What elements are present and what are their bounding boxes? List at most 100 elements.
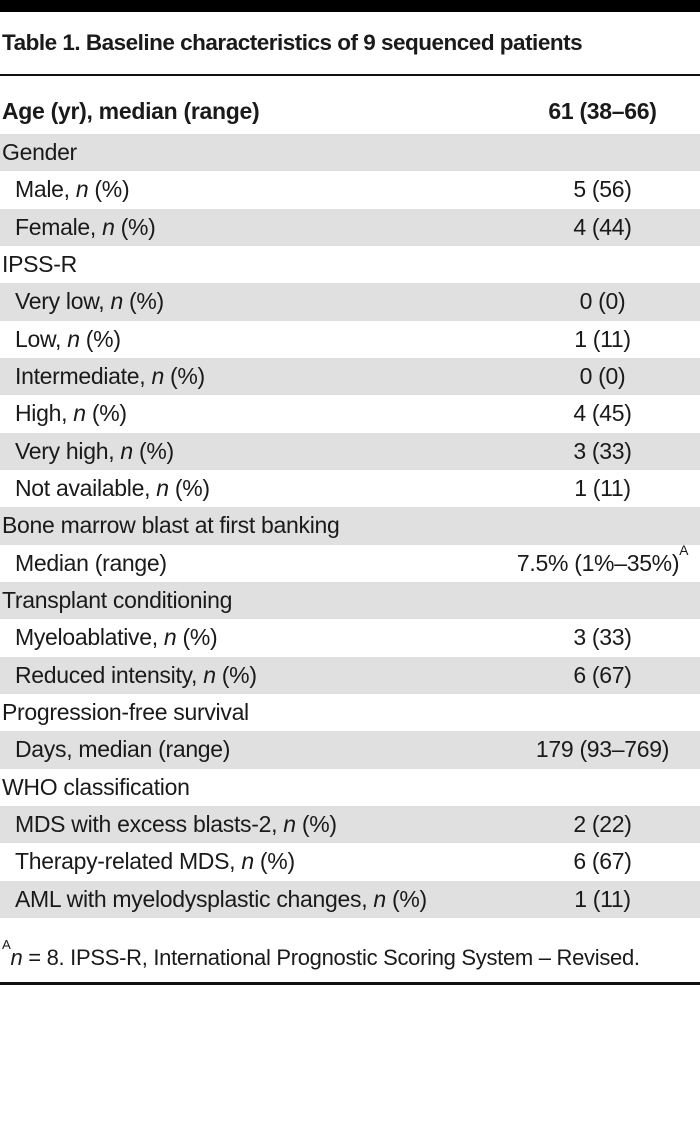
row-label-text: Intermediate, [15, 363, 152, 390]
row-label: Female, n (%) [0, 214, 505, 241]
table-row: Male, n (%) 5 (56) [0, 171, 700, 208]
table-row: Intermediate, n (%) 0 (0) [0, 357, 700, 396]
row-value: 3 (33) [505, 624, 700, 651]
row-label-suffix: (%) [168, 475, 210, 502]
row-label: Progression-free survival [0, 699, 505, 726]
row-value-text: 6 (67) [573, 848, 632, 875]
row-label: Median (range) [0, 550, 505, 577]
row-value-superscript: A [679, 542, 689, 558]
row-value-text: 1 (11) [574, 475, 631, 502]
table-row: Very high, n (%) 3 (33) [0, 432, 700, 470]
row-value-text: 4 (44) [573, 213, 632, 240]
row-value-text: 1 (11) [574, 885, 631, 912]
row-label: Very low, n (%) [0, 288, 505, 315]
row-value: 61 (38–66) [505, 98, 700, 125]
row-label-n-symbol: n [102, 213, 115, 240]
row-label-text: WHO classification [2, 773, 190, 800]
footnote-marker: A [2, 937, 11, 953]
table-row: Therapy-related MDS, n (%) 6 (67) [0, 843, 700, 880]
table-row: Bone marrow blast at first banking [0, 507, 700, 545]
row-label: High, n (%) [0, 400, 505, 427]
row-label-suffix: (%) [385, 885, 427, 912]
row-label-n-symbol: n [373, 885, 386, 912]
row-label-text: AML with myelodysplastic changes, [15, 885, 374, 912]
row-value: 1 (11) [505, 475, 700, 502]
table-row: Reduced intensity, n (%) 6 (67) [0, 656, 700, 694]
row-label-n-symbol: n [110, 288, 123, 315]
table-row: AML with myelodysplastic changes, n (%) … [0, 880, 700, 918]
row-label: Gender [0, 139, 505, 166]
row-value-text: 0 (0) [579, 288, 626, 315]
row-label: IPSS-R [0, 251, 505, 278]
row-label-n-symbol: n [241, 848, 254, 875]
table-row: WHO classification [0, 769, 700, 806]
row-value: 4 (44) [505, 214, 700, 241]
row-label-text: IPSS-R [2, 251, 77, 278]
row-label-text: Very low, [15, 288, 111, 315]
row-label-n-symbol: n [73, 400, 86, 427]
row-label: Not available, n (%) [0, 475, 505, 502]
row-label: Low, n (%) [0, 326, 505, 353]
row-label-text: Low, [15, 325, 68, 352]
table-row: Progression-free survival [0, 694, 700, 731]
row-label-n-symbol: n [283, 811, 296, 838]
row-label-suffix: (%) [163, 363, 205, 390]
table-footnote: An = 8. IPSS-R, International Prognostic… [0, 918, 655, 978]
row-label-text: Therapy-related MDS, [15, 848, 242, 875]
row-value-text: 3 (33) [573, 437, 632, 464]
row-label-text: MDS with excess blasts-2, [15, 811, 284, 838]
row-value: 7.5% (1%–35%)A [505, 543, 700, 577]
row-label: AML with myelodysplastic changes, n (%) [0, 886, 505, 913]
table-row: IPSS-R [0, 246, 700, 283]
table-row: Transplant conditioning [0, 581, 700, 620]
row-label: Age (yr), median (range) [0, 98, 505, 125]
row-value: 4 (45) [505, 400, 700, 427]
row-value: 1 (11) [505, 886, 700, 913]
row-label: Bone marrow blast at first banking [0, 512, 505, 539]
row-value-text: 61 (38–66) [548, 98, 657, 124]
table-row: Gender [0, 134, 700, 172]
row-label-n-symbol: n [203, 661, 216, 688]
table-row: Myeloablative, n (%) 3 (33) [0, 619, 700, 656]
table-row: Age (yr), median (range) 61 (38–66) [0, 76, 700, 134]
row-value-text: 2 (22) [573, 811, 632, 838]
table-figure: Table 1. Baseline characteristics of 9 s… [0, 0, 700, 985]
row-label-text: Not available, [15, 475, 157, 502]
row-value: 179 (93–769) [505, 736, 700, 763]
row-value-text: 6 (67) [573, 661, 632, 688]
row-label: Reduced intensity, n (%) [0, 662, 505, 689]
row-label-suffix: (%) [295, 811, 337, 838]
row-value-text: 5 (56) [573, 176, 632, 203]
row-value: 5 (56) [505, 176, 700, 203]
row-label-suffix: (%) [253, 848, 295, 875]
row-label-n-symbol: n [75, 176, 89, 203]
row-label-suffix: (%) [132, 437, 174, 464]
row-label-n-symbol: n [151, 363, 164, 390]
row-label-text: Transplant conditioning [2, 587, 233, 614]
row-value: 1 (11) [505, 326, 700, 353]
top-divider-bar [0, 0, 700, 12]
row-label-text: High, [15, 400, 74, 427]
row-label-text: Progression-free survival [2, 699, 249, 726]
row-label-n-symbol: n [67, 325, 80, 352]
row-label-text: Bone marrow blast at first banking [2, 512, 340, 539]
row-label-suffix: (%) [88, 176, 130, 203]
row-label-text: Myeloablative, [15, 624, 164, 651]
row-label-text: Reduced intensity, [15, 661, 204, 688]
row-label: WHO classification [0, 774, 505, 801]
row-label-text: Male, [15, 176, 76, 203]
row-value-text: 4 (45) [573, 400, 632, 427]
row-value: 6 (67) [505, 662, 700, 689]
row-label-suffix: (%) [114, 213, 156, 240]
bottom-rule [0, 981, 700, 985]
row-label-suffix: (%) [122, 288, 164, 315]
row-value: 6 (67) [505, 848, 700, 875]
row-value-text: 1 (11) [574, 325, 631, 352]
table-row: Female, n (%) 4 (44) [0, 208, 700, 246]
row-value: 0 (0) [505, 288, 700, 315]
row-value-text: 7.5% (1%–35%) [516, 549, 680, 576]
row-label: Days, median (range) [0, 736, 505, 763]
row-value-text: 179 (93–769) [535, 736, 670, 763]
row-label-suffix: (%) [215, 661, 257, 688]
table-row: Days, median (range) 179 (93–769) [0, 731, 700, 769]
